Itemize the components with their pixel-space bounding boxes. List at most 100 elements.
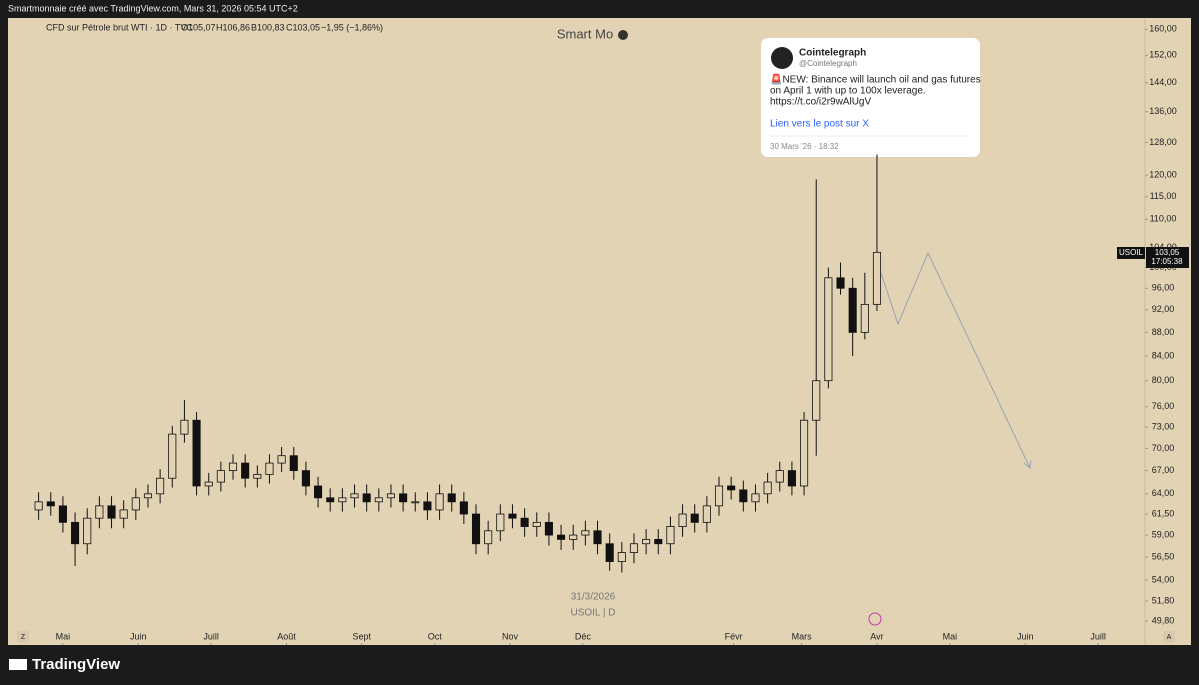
change: −1,95 (−1,86%) [321,22,383,32]
candle-body [58,505,67,523]
candle-body [739,489,748,503]
y-tick-label: 115,00 [1150,191,1177,201]
author: Smart Mo [557,26,613,41]
candle-body [399,493,408,503]
candle-body [471,513,481,545]
x-tick-label: Sept [353,631,372,641]
candle-body [192,419,201,487]
a-label: A [1167,634,1172,641]
candle-body [642,538,651,545]
tweet-name: Cointelegraph [799,48,866,59]
candle-body [338,497,347,503]
tweet-card[interactable]: Cointelegraph @Cointelegraph 🚨NEW: Binan… [761,38,981,157]
price-symbol: USOIL [1119,248,1144,257]
footer-logo: TradingView [32,656,120,673]
x-tick-label: Juin [1017,631,1034,641]
candle-body [800,419,809,487]
y-tick-label: 51,80 [1152,595,1175,605]
candle-body [34,501,43,511]
watermark-symbol: USOIL | D [570,608,615,619]
watermark-date: 31/3/2026 [571,592,616,603]
y-tick-label: 70,00 [1152,443,1175,453]
chart-background [8,18,1191,645]
y-tick-label: 88,00 [1152,327,1175,337]
candle-body [617,552,626,562]
z-button[interactable] [17,631,29,643]
low: B100,83 [251,22,285,32]
candle-body [289,455,298,472]
y-tick-label: 59,00 [1152,529,1175,539]
x-tick-label: Août [277,631,296,641]
price-tag: 103,05 [1155,248,1180,257]
y-tick-label: 144,00 [1149,77,1177,87]
candle-body [593,530,602,545]
candle-body [277,455,286,464]
candle-body [143,493,153,499]
y-tick-label: 92,00 [1152,304,1175,314]
x-tick-label: Oct [428,631,443,641]
y-tick-label: 152,00 [1149,50,1177,60]
logo-mark [9,659,27,670]
event-icon[interactable] [868,612,882,626]
y-tick-label: 54,00 [1152,574,1175,584]
candle-body [872,251,882,305]
candle-body [581,530,590,536]
candle-body [557,534,566,540]
author-icon [618,30,628,40]
candle-body [107,505,116,519]
candle-body [836,277,845,289]
candle-body [386,493,396,499]
price-countdown: 17:05:38 [1151,257,1183,266]
candle-body [508,513,517,519]
y-tick-label: 128,00 [1149,137,1177,147]
candle-body [241,462,250,479]
x-tick-label: Févr [725,631,743,641]
candle-body [253,474,262,479]
candle-body [569,534,578,540]
y-tick-label: 120,00 [1149,170,1177,180]
candle-body [629,543,639,553]
tweet-avatar [771,47,793,69]
open: O105,07 [181,22,216,32]
y-tick-label: 80,00 [1152,375,1175,385]
x-tick-label: Déc [575,631,592,641]
candle-body [727,485,736,491]
y-tick-label: 61,50 [1152,508,1175,518]
candle-body [544,521,553,536]
candle-body [131,497,140,511]
candle-body [204,481,213,487]
candle-body [666,526,675,545]
a-button[interactable] [1163,631,1175,643]
y-tick-label: 96,00 [1152,283,1175,293]
x-tick-label: Juill [1090,631,1106,641]
candle-body [860,303,869,333]
tweet-text: 🚨NEW: Binance will launch oil and gas fu… [770,73,981,86]
candle-body [459,501,468,515]
x-tick-label: Mars [792,631,812,641]
candle-body [435,493,444,511]
candle-body [484,530,493,545]
tweet-text: https://t.co/i2r9wAlUgV [770,97,871,108]
candle-body [678,513,687,527]
price-symbol-bg [1117,247,1145,259]
candle-body [787,470,796,487]
x-tick-label: Avr [870,631,883,641]
candle-body [751,493,760,503]
candle-body [411,501,420,504]
candle-body [168,433,177,479]
candle-body [605,543,614,562]
price-tag-bg [1146,247,1189,268]
projection-line [875,251,1031,469]
candle-body [301,470,310,487]
y-tick-label: 73,00 [1152,422,1175,432]
candle-body [314,485,323,499]
x-tick-label: Juin [130,631,147,641]
candle-body [812,380,821,421]
x-tick-label: Mai [943,631,958,641]
y-tick-label: 136,00 [1149,106,1177,116]
candle-body [180,419,189,435]
tweet-link[interactable]: Lien vers le post sur X [770,119,869,130]
candle-body [95,505,104,519]
